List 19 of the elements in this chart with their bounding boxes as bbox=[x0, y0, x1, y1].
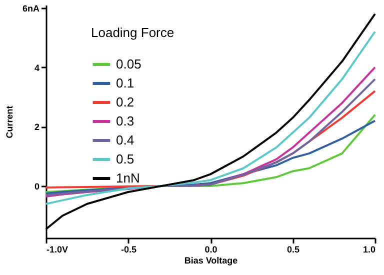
x-axis-title: Bias Voltage bbox=[184, 256, 238, 266]
x-tick-label: 0.0 bbox=[204, 244, 218, 254]
legend-title: Loading Force bbox=[91, 25, 174, 40]
y-tick-label: 6nA bbox=[22, 3, 40, 14]
y-tick-label: 2 bbox=[34, 122, 40, 132]
legend-label: 1nN bbox=[116, 170, 140, 186]
legend-label: 0.4 bbox=[116, 132, 134, 148]
legend-label: 0.3 bbox=[116, 114, 134, 128]
y-tick-label: 0 bbox=[34, 182, 40, 192]
y-tick-label: 4 bbox=[34, 62, 40, 73]
x-tick-label: -1.0V bbox=[46, 244, 68, 254]
y-axis-title: Current bbox=[4, 106, 14, 138]
x-tick-label: 0.5 bbox=[286, 244, 300, 254]
x-tick-label: 1.0 bbox=[362, 244, 376, 254]
legend-label: 0.1 bbox=[116, 76, 134, 90]
legend-label: 0.05 bbox=[116, 56, 142, 72]
x-tick-label: -0.5 bbox=[120, 244, 137, 254]
legend-label: 0.2 bbox=[116, 94, 134, 110]
legend-label: 0.5 bbox=[116, 152, 134, 166]
